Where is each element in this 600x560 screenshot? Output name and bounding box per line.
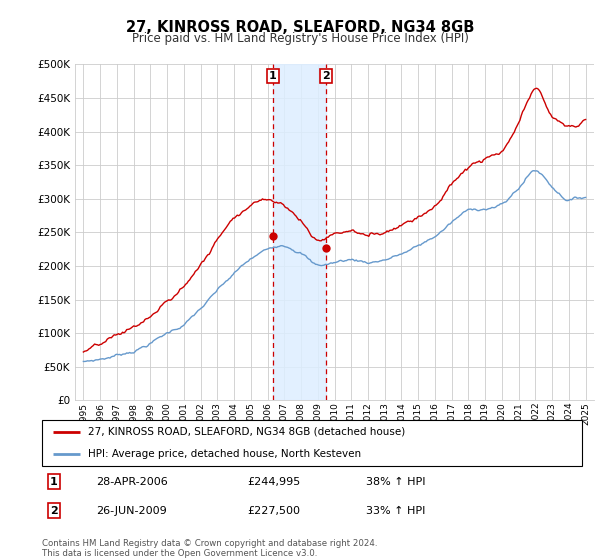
Text: 27, KINROSS ROAD, SLEAFORD, NG34 8GB (detached house): 27, KINROSS ROAD, SLEAFORD, NG34 8GB (de…	[88, 427, 405, 437]
Text: 33% ↑ HPI: 33% ↑ HPI	[366, 506, 425, 516]
Text: HPI: Average price, detached house, North Kesteven: HPI: Average price, detached house, Nort…	[88, 449, 361, 459]
Text: Contains HM Land Registry data © Crown copyright and database right 2024.
This d: Contains HM Land Registry data © Crown c…	[42, 539, 377, 558]
Text: 1: 1	[50, 477, 58, 487]
Text: £244,995: £244,995	[247, 477, 301, 487]
Bar	[273, 64, 326, 400]
Text: 2: 2	[322, 71, 330, 81]
Text: 26-JUN-2009: 26-JUN-2009	[96, 506, 167, 516]
Text: £227,500: £227,500	[247, 506, 300, 516]
Text: Price paid vs. HM Land Registry's House Price Index (HPI): Price paid vs. HM Land Registry's House …	[131, 32, 469, 45]
Text: 1: 1	[269, 71, 277, 81]
Text: 38% ↑ HPI: 38% ↑ HPI	[366, 477, 425, 487]
Text: 2: 2	[50, 506, 58, 516]
Text: 28-APR-2006: 28-APR-2006	[96, 477, 168, 487]
FancyBboxPatch shape	[42, 420, 582, 466]
Text: 27, KINROSS ROAD, SLEAFORD, NG34 8GB: 27, KINROSS ROAD, SLEAFORD, NG34 8GB	[126, 20, 474, 35]
